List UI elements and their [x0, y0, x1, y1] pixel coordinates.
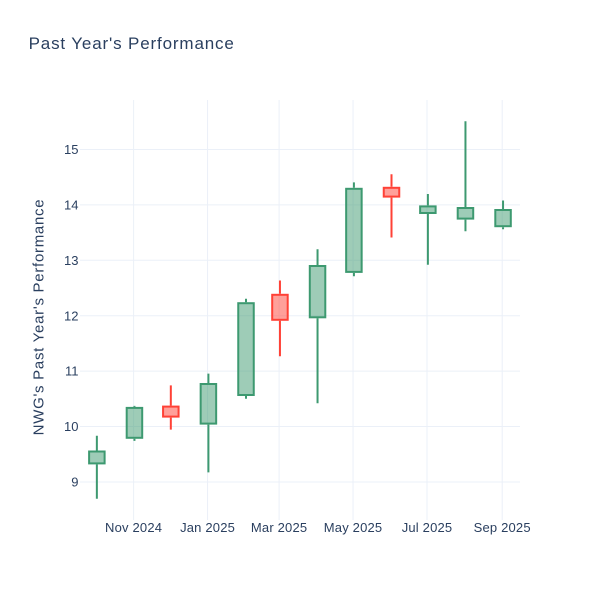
svg-text:May 2025: May 2025: [324, 520, 383, 535]
svg-text:Jan 2025: Jan 2025: [180, 520, 235, 535]
svg-text:14: 14: [64, 197, 78, 212]
svg-text:12: 12: [64, 308, 78, 323]
svg-text:10: 10: [64, 419, 78, 434]
svg-text:13: 13: [64, 253, 78, 268]
svg-text:Past Year's Performance: Past Year's Performance: [29, 34, 235, 53]
svg-text:Jul 2025: Jul 2025: [402, 520, 453, 535]
svg-text:Mar 2025: Mar 2025: [251, 520, 307, 535]
svg-text:15: 15: [64, 142, 78, 157]
svg-text:11: 11: [65, 364, 79, 379]
svg-text:Nov 2024: Nov 2024: [105, 520, 162, 535]
svg-text:9: 9: [71, 475, 78, 490]
svg-text:NWG's Past Year's Performance: NWG's Past Year's Performance: [31, 199, 48, 436]
svg-text:Sep 2025: Sep 2025: [474, 520, 531, 535]
